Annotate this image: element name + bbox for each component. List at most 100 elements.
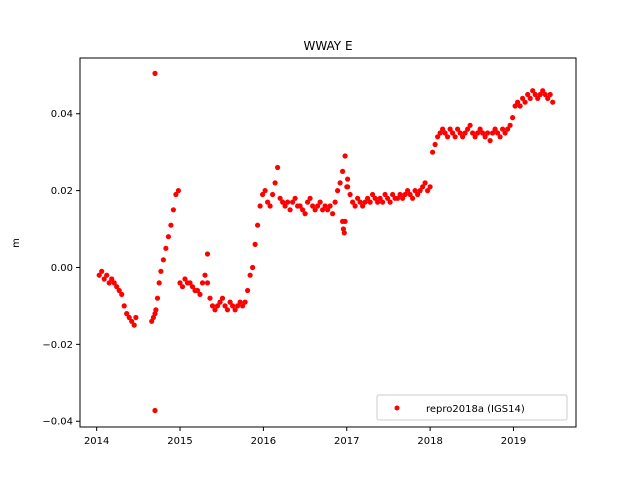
y-tick-label: 0.04 <box>51 109 73 120</box>
data-point <box>517 103 523 109</box>
data-point <box>442 130 448 136</box>
data-point <box>227 299 233 305</box>
data-point <box>420 184 426 190</box>
data-point <box>327 203 333 209</box>
data-point <box>168 222 174 228</box>
data-point <box>335 188 341 194</box>
data-point <box>525 91 531 98</box>
data-point <box>152 70 158 76</box>
data-point <box>522 99 528 105</box>
data-point <box>212 307 218 313</box>
data-point <box>550 99 556 105</box>
data-point <box>240 303 246 309</box>
data-point <box>530 88 536 94</box>
data-point <box>307 195 313 201</box>
data-point <box>337 180 343 186</box>
x-axis: 2014 2015 2016 2017 2018 2019 <box>84 427 526 447</box>
data-point <box>217 299 223 305</box>
data-point <box>204 251 211 257</box>
data-point <box>173 191 179 198</box>
data-point <box>380 199 386 205</box>
data-point <box>187 280 193 286</box>
data-point <box>260 191 266 198</box>
data-point <box>397 191 403 198</box>
data-point <box>475 130 481 136</box>
data-point <box>153 307 159 313</box>
data-points <box>96 70 556 414</box>
data-point <box>440 126 446 132</box>
data-point <box>119 291 125 297</box>
data-point <box>350 199 356 205</box>
plot-frame <box>79 57 577 428</box>
data-point <box>285 199 291 205</box>
y-axis-label: m <box>11 238 22 248</box>
x-tick-label: 2014 <box>84 436 109 447</box>
data-point <box>547 91 553 98</box>
data-point <box>305 199 311 205</box>
data-point <box>175 188 181 194</box>
data-point <box>395 195 401 201</box>
data-point <box>109 276 115 282</box>
data-point <box>487 138 493 144</box>
data-point <box>237 299 243 305</box>
data-point <box>106 280 112 286</box>
data-point <box>540 88 546 94</box>
data-point <box>422 180 428 186</box>
data-point <box>158 268 164 274</box>
data-point <box>507 122 513 128</box>
data-point <box>292 195 298 201</box>
data-point <box>267 203 273 209</box>
data-point <box>542 91 548 98</box>
data-point <box>317 199 323 205</box>
data-point <box>219 295 226 301</box>
data-point <box>131 322 137 328</box>
data-point <box>116 287 122 294</box>
data-point <box>455 126 461 132</box>
data-point <box>170 207 176 213</box>
data-point <box>297 203 303 209</box>
data-point <box>282 203 288 209</box>
data-point <box>204 280 211 286</box>
data-point <box>477 126 483 132</box>
data-point <box>340 168 346 174</box>
data-point <box>372 195 378 201</box>
data-point <box>457 130 463 136</box>
data-point <box>250 264 256 271</box>
x-tick-label: 2018 <box>417 436 442 447</box>
data-point <box>194 287 201 294</box>
y-tick-label: 0.02 <box>51 186 73 197</box>
data-point <box>497 134 503 140</box>
data-point <box>177 280 183 286</box>
data-point <box>121 303 127 309</box>
data-point <box>527 95 533 101</box>
data-point <box>480 130 486 136</box>
data-point <box>280 199 286 205</box>
data-point <box>375 199 381 205</box>
y-tick-label: 0.00 <box>51 263 73 274</box>
data-point <box>520 95 526 101</box>
data-point <box>150 314 156 321</box>
y-axis: −0.04 −0.02 0.00 0.02 0.04 <box>42 109 80 428</box>
data-point <box>485 130 491 136</box>
data-point <box>370 191 376 198</box>
data-point <box>482 134 488 140</box>
data-point <box>179 284 186 290</box>
data-point <box>400 195 406 201</box>
data-point <box>133 314 139 321</box>
data-point <box>302 211 308 217</box>
data-point <box>209 303 216 309</box>
data-point <box>417 188 423 194</box>
data-point <box>126 314 132 321</box>
data-point <box>367 199 373 205</box>
data-point <box>152 407 158 414</box>
data-point <box>532 91 538 98</box>
data-point <box>165 234 171 240</box>
data-point <box>412 188 418 194</box>
data-point <box>224 307 231 313</box>
data-point <box>470 130 476 136</box>
data-point <box>235 303 241 309</box>
data-point <box>129 318 135 324</box>
data-point <box>160 257 166 263</box>
data-point <box>247 272 253 278</box>
